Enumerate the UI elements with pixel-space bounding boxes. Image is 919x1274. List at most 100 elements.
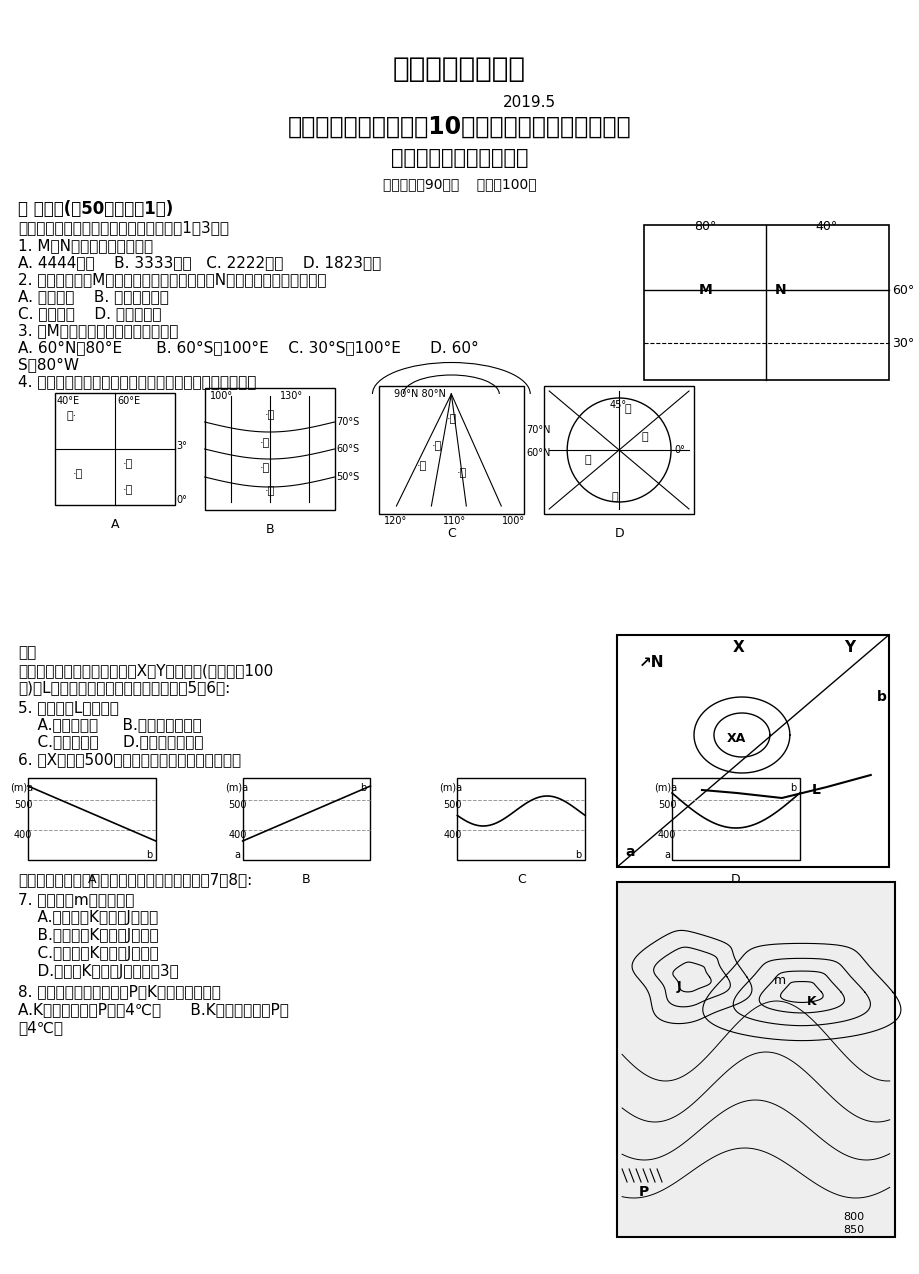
- Bar: [205, 389, 335, 510]
- Text: A.等于山峰K与山峰J的高差: A.等于山峰K与山峰J的高差: [18, 910, 158, 925]
- Text: Y: Y: [843, 640, 854, 655]
- Text: 0°: 0°: [674, 445, 684, 455]
- Text: N: N: [774, 283, 786, 297]
- Text: 45°: 45°: [608, 400, 626, 410]
- Text: S，80°W: S，80°W: [18, 357, 79, 372]
- Text: b: b: [145, 850, 152, 860]
- Text: ·丁: ·丁: [123, 485, 133, 496]
- Text: 一 选择题(共50题，每题1分): 一 选择题(共50题，每题1分): [18, 200, 173, 218]
- Text: b: b: [789, 784, 795, 792]
- Text: 地理精品教学资料: 地理精品教学资料: [392, 55, 526, 83]
- Text: J: J: [676, 980, 681, 992]
- Text: 60°N: 60°N: [526, 448, 550, 457]
- Text: 7. 图中断崖m的相对高度: 7. 图中断崖m的相对高度: [18, 892, 134, 907]
- Text: 5. 图中河流L的流向为: 5. 图中河流L的流向为: [18, 699, 119, 715]
- Bar: [643, 225, 888, 380]
- Text: 乙: 乙: [641, 432, 647, 442]
- Text: 60°E: 60°E: [118, 396, 141, 406]
- Text: 右图是北半球中纬度某地区的地形图，读图回答7～8题:: 右图是北半球中纬度某地区的地形图，读图回答7～8题:: [18, 871, 252, 887]
- Text: 60°: 60°: [891, 284, 913, 297]
- Text: 120°: 120°: [384, 516, 407, 526]
- Text: A. 4444千米    B. 3333千米   C. 2222千米    D. 1823千米: A. 4444千米 B. 3333千米 C. 2222千米 D. 1823千米: [18, 255, 380, 270]
- Text: 800: 800: [842, 1212, 863, 1222]
- Bar: [671, 778, 799, 860]
- Text: ·丁: ·丁: [456, 468, 466, 478]
- Text: 400: 400: [657, 829, 675, 840]
- Text: P: P: [639, 1185, 649, 1199]
- Text: 3. 与M点关于地心对称的点的坐标为: 3. 与M点关于地心对称的点的坐标为: [18, 324, 178, 338]
- Text: 500: 500: [14, 800, 32, 810]
- Text: 1. M和N两点的实际距离约是: 1. M和N两点的实际距离约是: [18, 238, 153, 254]
- Text: 50°S: 50°S: [336, 471, 359, 482]
- Text: 高三第一次考试地理试卷: 高三第一次考试地理试卷: [391, 148, 528, 168]
- Text: 40°: 40°: [815, 220, 837, 233]
- Text: 低4℃多: 低4℃多: [18, 1020, 62, 1034]
- Text: 右图: 右图: [18, 645, 36, 660]
- Text: 100°: 100°: [502, 516, 525, 526]
- Text: 100°: 100°: [210, 391, 233, 401]
- Text: ·乙: ·乙: [73, 469, 83, 479]
- Text: 90°N 80°N: 90°N 80°N: [394, 389, 446, 399]
- Text: b: b: [574, 850, 581, 860]
- Text: K: K: [806, 995, 815, 1008]
- Text: 500: 500: [443, 800, 461, 810]
- Text: 500: 500: [657, 800, 675, 810]
- Text: D: D: [731, 873, 740, 885]
- Text: 6. 若X数值为500米，沿图中经线的地形剖面图是: 6. 若X数值为500米，沿图中经线的地形剖面图是: [18, 752, 241, 767]
- Text: ·丙: ·丙: [123, 459, 133, 469]
- Bar: [617, 634, 888, 868]
- Text: ·丙: ·丙: [416, 461, 426, 471]
- Text: 400: 400: [443, 829, 461, 840]
- Text: ·乙: ·乙: [265, 410, 275, 420]
- Text: 甲·: 甲·: [67, 412, 77, 420]
- Text: (m)a: (m)a: [224, 784, 247, 792]
- Bar: [617, 882, 894, 1237]
- Text: 丙: 丙: [610, 492, 617, 502]
- Text: b: b: [360, 784, 367, 792]
- Text: A. 60°N，80°E       B. 60°S，100°E    C. 30°S，100°E      D. 60°: A. 60°N，80°E B. 60°S，100°E C. 30°S，100°E…: [18, 340, 478, 355]
- Text: L: L: [811, 784, 820, 798]
- Text: 2019.5: 2019.5: [502, 96, 555, 110]
- Text: A.K山峰的气温比P地高4℃多      B.K山峰的气温比P地: A.K山峰的气温比P地高4℃多 B.K山峰的气温比P地: [18, 1001, 289, 1017]
- Text: ·丁: ·丁: [265, 485, 275, 496]
- Text: (m)a: (m)a: [10, 784, 33, 792]
- Text: 40°E: 40°E: [57, 396, 80, 406]
- Text: 110°: 110°: [443, 516, 466, 526]
- Text: A. 一直向东    B. 先东北再东南: A. 一直向东 B. 先东北再东南: [18, 289, 169, 304]
- Text: B: B: [265, 524, 274, 536]
- Bar: [379, 386, 524, 513]
- Text: 70°N: 70°N: [526, 426, 550, 434]
- Text: ↗N: ↗N: [639, 655, 664, 670]
- Text: 400: 400: [14, 829, 32, 840]
- Text: B: B: [302, 873, 311, 885]
- Text: ·乙: ·乙: [431, 441, 441, 451]
- Text: 米)，L为河流，对角线为经线。据此回答5～6题:: 米)，L为河流，对角线为经线。据此回答5～6题:: [18, 680, 230, 696]
- Text: C: C: [447, 527, 455, 540]
- Text: 丁: 丁: [584, 455, 590, 465]
- Text: X: X: [732, 640, 743, 655]
- Text: 2. 若一架飞机从M点起飞，沿最短的航线到达N点，则飞机飞行的方向为: 2. 若一架飞机从M点起飞，沿最短的航线到达N点，则飞机飞行的方向为: [18, 273, 326, 287]
- Text: 850: 850: [842, 1226, 863, 1235]
- Text: 70°S: 70°S: [336, 417, 359, 427]
- Text: C.从西流向东     D.从东北流向西南: C.从西流向东 D.从东北流向西南: [18, 734, 203, 749]
- Text: 30°: 30°: [891, 336, 913, 349]
- Text: ·甲: ·甲: [259, 438, 269, 448]
- Text: ·丙: ·丙: [259, 462, 269, 473]
- Text: m: m: [773, 975, 785, 987]
- Text: 8. 一般来说，图中居民点P与K山峰的气温相比: 8. 一般来说，图中居民点P与K山峰的气温相比: [18, 984, 221, 999]
- Bar: [617, 882, 894, 1237]
- Bar: [457, 778, 584, 860]
- Text: C: C: [516, 873, 525, 885]
- Bar: [544, 386, 693, 513]
- Text: 60°S: 60°S: [336, 445, 359, 454]
- Text: ·甲: ·甲: [446, 414, 456, 424]
- Text: M: M: [698, 283, 712, 297]
- Bar: [55, 392, 175, 505]
- Bar: [243, 778, 370, 860]
- Text: A: A: [87, 873, 96, 885]
- Text: XA: XA: [726, 733, 745, 745]
- Text: A.从东流向西     B.从西南流向东北: A.从东流向西 B.从西南流向东北: [18, 717, 201, 733]
- Text: 500: 500: [229, 800, 247, 810]
- Text: 为北半球某陆地局部图，图中X、Y为等高线(等高距为100: 为北半球某陆地局部图，图中X、Y为等高线(等高距为100: [18, 662, 273, 678]
- Text: 4. 下列四幅图中，甲地在乙地西北、丙地在丁地东南的是: 4. 下列四幅图中，甲地在乙地西北、丙地在丁地东南的是: [18, 375, 256, 389]
